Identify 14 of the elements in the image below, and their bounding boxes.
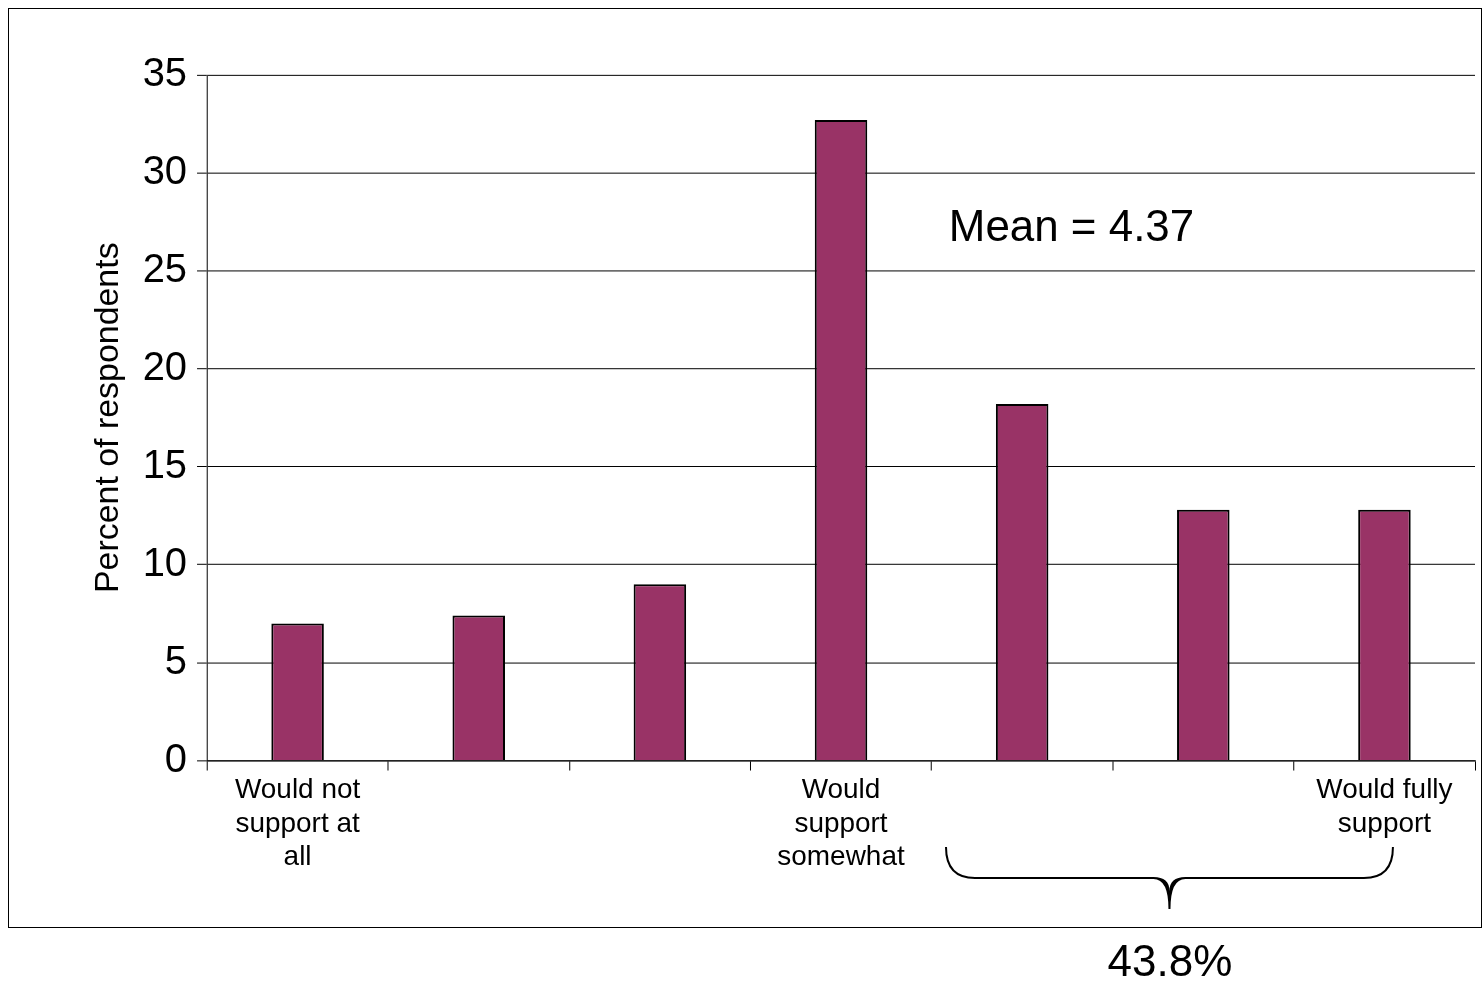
- y-axis-title: Percent of respondents: [86, 242, 125, 594]
- y-tick-label: 35: [142, 49, 188, 94]
- y-tick-label: 30: [142, 147, 188, 192]
- y-tick-label: 20: [142, 343, 188, 388]
- y-tick-label: 15: [142, 441, 188, 486]
- y-tick-label: 5: [164, 637, 188, 682]
- x-tick-label: Would fully support: [1316, 773, 1453, 838]
- y-tick-label: 25: [142, 245, 188, 290]
- x-tick-label: Would support somewhat: [777, 773, 905, 872]
- y-tick-label: 0: [164, 735, 188, 780]
- x-tick-label: Would not support at all: [234, 773, 361, 872]
- y-tick-label: 10: [142, 539, 188, 584]
- text: 43.8%: [1106, 936, 1234, 986]
- annotation: Mean = 4.37: [948, 201, 1195, 251]
